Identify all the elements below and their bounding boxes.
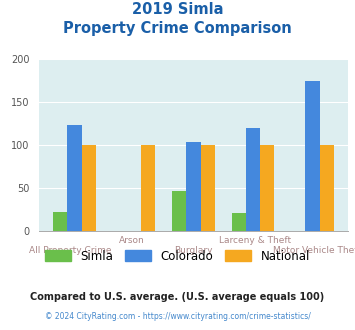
Text: Arson: Arson [119,236,144,245]
Text: © 2024 CityRating.com - https://www.cityrating.com/crime-statistics/: © 2024 CityRating.com - https://www.city… [45,312,310,321]
Bar [246,128,260,231]
Bar [172,191,186,231]
Bar [67,125,82,231]
Bar [305,81,320,231]
Bar [231,213,246,231]
Text: Larceny & Theft: Larceny & Theft [219,236,291,245]
Text: 2019 Simla: 2019 Simla [132,2,223,16]
Bar [141,145,155,231]
Bar [320,145,334,231]
Legend: Simla, Colorado, National: Simla, Colorado, National [42,246,313,266]
Bar [186,142,201,231]
Bar [53,212,67,231]
Text: Compared to U.S. average. (U.S. average equals 100): Compared to U.S. average. (U.S. average … [31,292,324,302]
Bar [201,145,215,231]
Text: Burglary: Burglary [174,246,213,255]
Text: Property Crime Comparison: Property Crime Comparison [63,21,292,36]
Bar [260,145,274,231]
Text: Motor Vehicle Theft: Motor Vehicle Theft [273,246,355,255]
Text: All Property Crime: All Property Crime [29,246,111,255]
Bar [82,145,96,231]
